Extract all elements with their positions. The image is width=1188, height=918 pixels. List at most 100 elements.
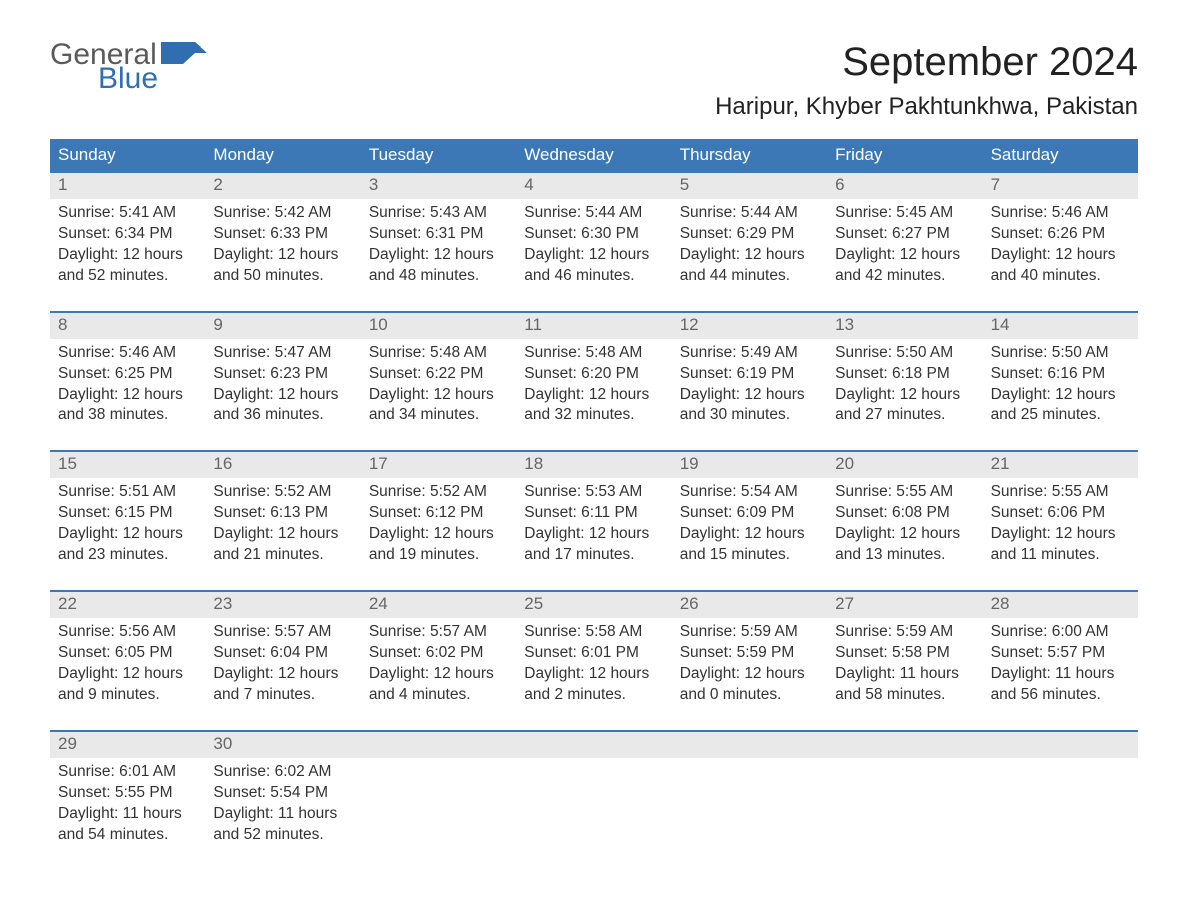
daylight-text: Daylight: 11 hours xyxy=(58,804,197,825)
day-number: 13 xyxy=(827,313,982,339)
sunrise-text: Sunrise: 6:00 AM xyxy=(991,622,1130,643)
daylight-text: and 36 minutes. xyxy=(213,405,352,426)
daylight-text: and 56 minutes. xyxy=(991,685,1130,706)
day-number: 9 xyxy=(205,313,360,339)
day-number: 10 xyxy=(361,313,516,339)
daylight-text: Daylight: 12 hours xyxy=(369,245,508,266)
sunset-text: Sunset: 6:30 PM xyxy=(524,224,663,245)
dow-header-row: Sunday Monday Tuesday Wednesday Thursday… xyxy=(50,139,1138,171)
sunrise-text: Sunrise: 5:44 AM xyxy=(680,203,819,224)
day-cell: Sunrise: 5:59 AMSunset: 5:58 PMDaylight:… xyxy=(827,618,982,714)
daynum-row: 22232425262728 xyxy=(50,592,1138,618)
daylight-text: Daylight: 12 hours xyxy=(524,245,663,266)
day-number: 4 xyxy=(516,173,671,199)
sunrise-text: Sunrise: 5:58 AM xyxy=(524,622,663,643)
daylight-text: and 34 minutes. xyxy=(369,405,508,426)
sunset-text: Sunset: 6:01 PM xyxy=(524,643,663,664)
daylight-text: and 27 minutes. xyxy=(835,405,974,426)
day-number: 28 xyxy=(983,592,1138,618)
day-number: 6 xyxy=(827,173,982,199)
day-cell: Sunrise: 5:48 AMSunset: 6:22 PMDaylight:… xyxy=(361,339,516,435)
day-cell: Sunrise: 5:57 AMSunset: 6:04 PMDaylight:… xyxy=(205,618,360,714)
day-cell: Sunrise: 5:44 AMSunset: 6:30 PMDaylight:… xyxy=(516,199,671,295)
daylight-text: and 4 minutes. xyxy=(369,685,508,706)
sunrise-text: Sunrise: 5:57 AM xyxy=(369,622,508,643)
weeks-container: 1234567Sunrise: 5:41 AMSunset: 6:34 PMDa… xyxy=(50,171,1138,853)
day-number xyxy=(361,732,516,758)
day-cell: Sunrise: 5:56 AMSunset: 6:05 PMDaylight:… xyxy=(50,618,205,714)
dow-monday: Monday xyxy=(205,139,360,171)
sunset-text: Sunset: 6:29 PM xyxy=(680,224,819,245)
week-row: 1234567Sunrise: 5:41 AMSunset: 6:34 PMDa… xyxy=(50,171,1138,295)
sunset-text: Sunset: 6:26 PM xyxy=(991,224,1130,245)
daylight-text: and 11 minutes. xyxy=(991,545,1130,566)
week-row: 2930Sunrise: 6:01 AMSunset: 5:55 PMDayli… xyxy=(50,730,1138,854)
daylight-text: and 40 minutes. xyxy=(991,266,1130,287)
day-cell: Sunrise: 5:59 AMSunset: 5:59 PMDaylight:… xyxy=(672,618,827,714)
sunrise-text: Sunrise: 5:54 AM xyxy=(680,482,819,503)
sunrise-text: Sunrise: 5:47 AM xyxy=(213,343,352,364)
day-number: 2 xyxy=(205,173,360,199)
sunset-text: Sunset: 6:34 PM xyxy=(58,224,197,245)
sunset-text: Sunset: 6:15 PM xyxy=(58,503,197,524)
sunrise-text: Sunrise: 5:43 AM xyxy=(369,203,508,224)
daylight-text: and 19 minutes. xyxy=(369,545,508,566)
calendar: Sunday Monday Tuesday Wednesday Thursday… xyxy=(50,139,1138,853)
day-number: 23 xyxy=(205,592,360,618)
daylight-text: and 42 minutes. xyxy=(835,266,974,287)
daylight-text: and 30 minutes. xyxy=(680,405,819,426)
daylight-text: Daylight: 12 hours xyxy=(524,385,663,406)
daylight-text: and 7 minutes. xyxy=(213,685,352,706)
dow-thursday: Thursday xyxy=(672,139,827,171)
daylight-text: Daylight: 12 hours xyxy=(680,664,819,685)
sunset-text: Sunset: 6:12 PM xyxy=(369,503,508,524)
sunset-text: Sunset: 5:59 PM xyxy=(680,643,819,664)
sunrise-text: Sunrise: 5:50 AM xyxy=(835,343,974,364)
day-number: 27 xyxy=(827,592,982,618)
week-row: 15161718192021Sunrise: 5:51 AMSunset: 6:… xyxy=(50,450,1138,574)
day-cell: Sunrise: 5:49 AMSunset: 6:19 PMDaylight:… xyxy=(672,339,827,435)
day-cell: Sunrise: 5:45 AMSunset: 6:27 PMDaylight:… xyxy=(827,199,982,295)
daylight-text: and 17 minutes. xyxy=(524,545,663,566)
day-number: 22 xyxy=(50,592,205,618)
daylight-text: Daylight: 11 hours xyxy=(835,664,974,685)
day-cell: Sunrise: 5:41 AMSunset: 6:34 PMDaylight:… xyxy=(50,199,205,295)
day-cell: Sunrise: 5:48 AMSunset: 6:20 PMDaylight:… xyxy=(516,339,671,435)
daylight-text: Daylight: 12 hours xyxy=(58,524,197,545)
daylight-text: Daylight: 12 hours xyxy=(991,524,1130,545)
day-number: 19 xyxy=(672,452,827,478)
daylight-text: Daylight: 12 hours xyxy=(369,524,508,545)
daylight-text: and 44 minutes. xyxy=(680,266,819,287)
daylight-text: Daylight: 12 hours xyxy=(680,524,819,545)
day-cell: Sunrise: 6:02 AMSunset: 5:54 PMDaylight:… xyxy=(205,758,360,854)
sunset-text: Sunset: 6:11 PM xyxy=(524,503,663,524)
sunset-text: Sunset: 6:31 PM xyxy=(369,224,508,245)
day-number: 30 xyxy=(205,732,360,758)
sunrise-text: Sunrise: 5:51 AM xyxy=(58,482,197,503)
logo-text-blue: Blue xyxy=(98,64,207,94)
day-number xyxy=(827,732,982,758)
day-cell: Sunrise: 6:00 AMSunset: 5:57 PMDaylight:… xyxy=(983,618,1138,714)
sunset-text: Sunset: 5:58 PM xyxy=(835,643,974,664)
day-cell: Sunrise: 5:55 AMSunset: 6:06 PMDaylight:… xyxy=(983,478,1138,574)
day-number: 21 xyxy=(983,452,1138,478)
sunrise-text: Sunrise: 5:45 AM xyxy=(835,203,974,224)
daylight-text: and 25 minutes. xyxy=(991,405,1130,426)
day-number: 11 xyxy=(516,313,671,339)
day-number: 7 xyxy=(983,173,1138,199)
sunrise-text: Sunrise: 6:02 AM xyxy=(213,762,352,783)
sunrise-text: Sunrise: 5:52 AM xyxy=(369,482,508,503)
daylight-text: and 0 minutes. xyxy=(680,685,819,706)
daylight-text: Daylight: 12 hours xyxy=(991,245,1130,266)
day-number xyxy=(672,732,827,758)
day-number: 25 xyxy=(516,592,671,618)
sunset-text: Sunset: 6:13 PM xyxy=(213,503,352,524)
daylight-text: Daylight: 12 hours xyxy=(524,664,663,685)
sunrise-text: Sunrise: 5:52 AM xyxy=(213,482,352,503)
sunrise-text: Sunrise: 5:55 AM xyxy=(835,482,974,503)
daylight-text: and 50 minutes. xyxy=(213,266,352,287)
sunrise-text: Sunrise: 5:46 AM xyxy=(991,203,1130,224)
daynum-row: 2930 xyxy=(50,732,1138,758)
daylight-text: and 15 minutes. xyxy=(680,545,819,566)
daylight-text: Daylight: 11 hours xyxy=(213,804,352,825)
